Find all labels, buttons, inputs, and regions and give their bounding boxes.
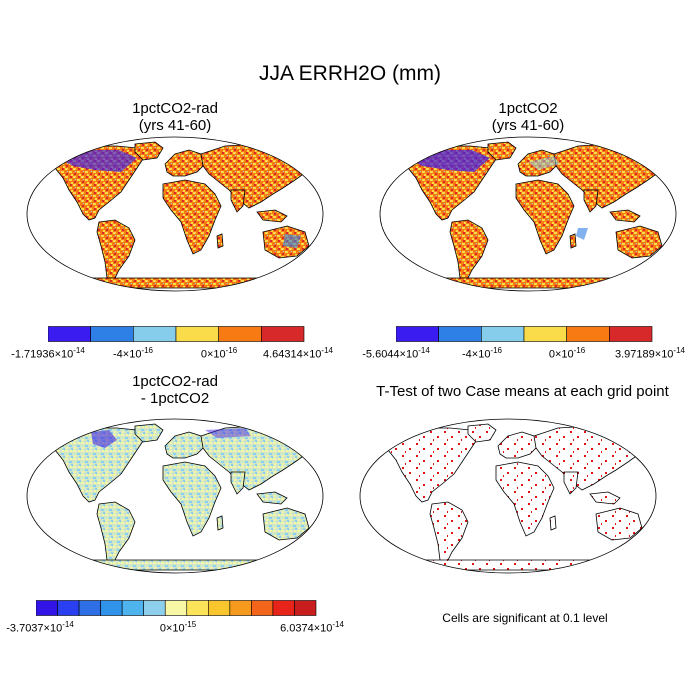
colorbar-1-swatch [175,326,219,342]
colorbar-panel-3 [36,600,317,616]
colorbar-2-swatch [481,326,525,342]
map-panel-1 [26,136,324,292]
panel-2-title-line2: (yrs 41-60) [491,117,565,134]
colorbar-2-swatch [396,326,439,342]
cb3-label-max: 6.0374×10-14 [280,620,344,635]
cb2-label-2: -4×10-16 [461,346,503,361]
colorbar-panel-2 [396,326,653,342]
panel-4-title: T-Test of two Case means at each grid po… [345,383,700,400]
cb2-label-max: 3.97189×10-14 [615,346,685,361]
panel-1-title-line2: (yrs 41-60) [138,117,212,134]
panel-4-title-line1: T-Test of two Case means at each grid po… [376,383,669,400]
cb1-label-2: -4×10-16 [112,346,154,361]
colorbar-3-swatch [272,600,295,616]
cb3-label-min: -3.7037×10-14 [6,620,74,635]
colorbar-3-swatch [294,600,317,616]
colorbar-3-swatch [57,600,80,616]
panel-2-title-line1: 1pctCO2 [498,100,558,117]
map-panel-4 [359,418,657,574]
panel-2-title: 1pctCO2 (yrs 41-60) [378,100,678,134]
colorbar-panel-1 [48,326,305,342]
cb1-label-max: 4.64314×10-14 [263,346,333,361]
colorbar-2-swatch [566,326,610,342]
cb3-label-mid: 0×10-15 [159,620,197,635]
colorbar-2-swatch [438,326,482,342]
colorbar-3-swatch [36,600,58,616]
cb2-label-min: -5.6044×10-14 [362,346,430,361]
colorbar-3-swatch [121,600,144,616]
figure-title: JJA ERRH2O (mm) [258,62,441,85]
colorbar-3-swatch [78,600,101,616]
significance-note: Cells are significant at 0.1 level [442,611,608,625]
cb1-label-3: 0×10-16 [200,346,238,361]
colorbar-3-swatch [251,600,274,616]
colorbar-1-swatch [261,326,305,342]
colorbar-2-swatch [523,326,567,342]
colorbar-1-swatch [133,326,177,342]
panel-1-title-line1: 1pctCO2-rad [132,100,218,117]
panel-1-title: 1pctCO2-rad (yrs 41-60) [25,100,325,134]
cb2-label-3: 0×10-16 [548,346,586,361]
panel-3-title-line2: - 1pctCO2 [140,390,210,407]
colorbar-3-swatch [164,600,188,616]
colorbar-1-swatch [218,326,262,342]
colorbar-3-swatch [143,600,166,616]
cb1-label-min: -1.71936×10-14 [11,346,85,361]
panel-3-title: 1pctCO2-rad - 1pctCO2 [25,373,325,407]
map-panel-2 [379,136,677,292]
map-panel-3 [26,418,324,574]
colorbar-1-swatch [90,326,134,342]
colorbar-3-swatch [208,600,231,616]
panel-3-title-line1: 1pctCO2-rad [132,373,218,390]
colorbar-1-swatch [48,326,91,342]
colorbar-3-swatch [100,600,123,616]
colorbar-3-swatch [186,600,209,616]
colorbar-2-swatch [609,326,653,342]
colorbar-3-swatch [229,600,252,616]
